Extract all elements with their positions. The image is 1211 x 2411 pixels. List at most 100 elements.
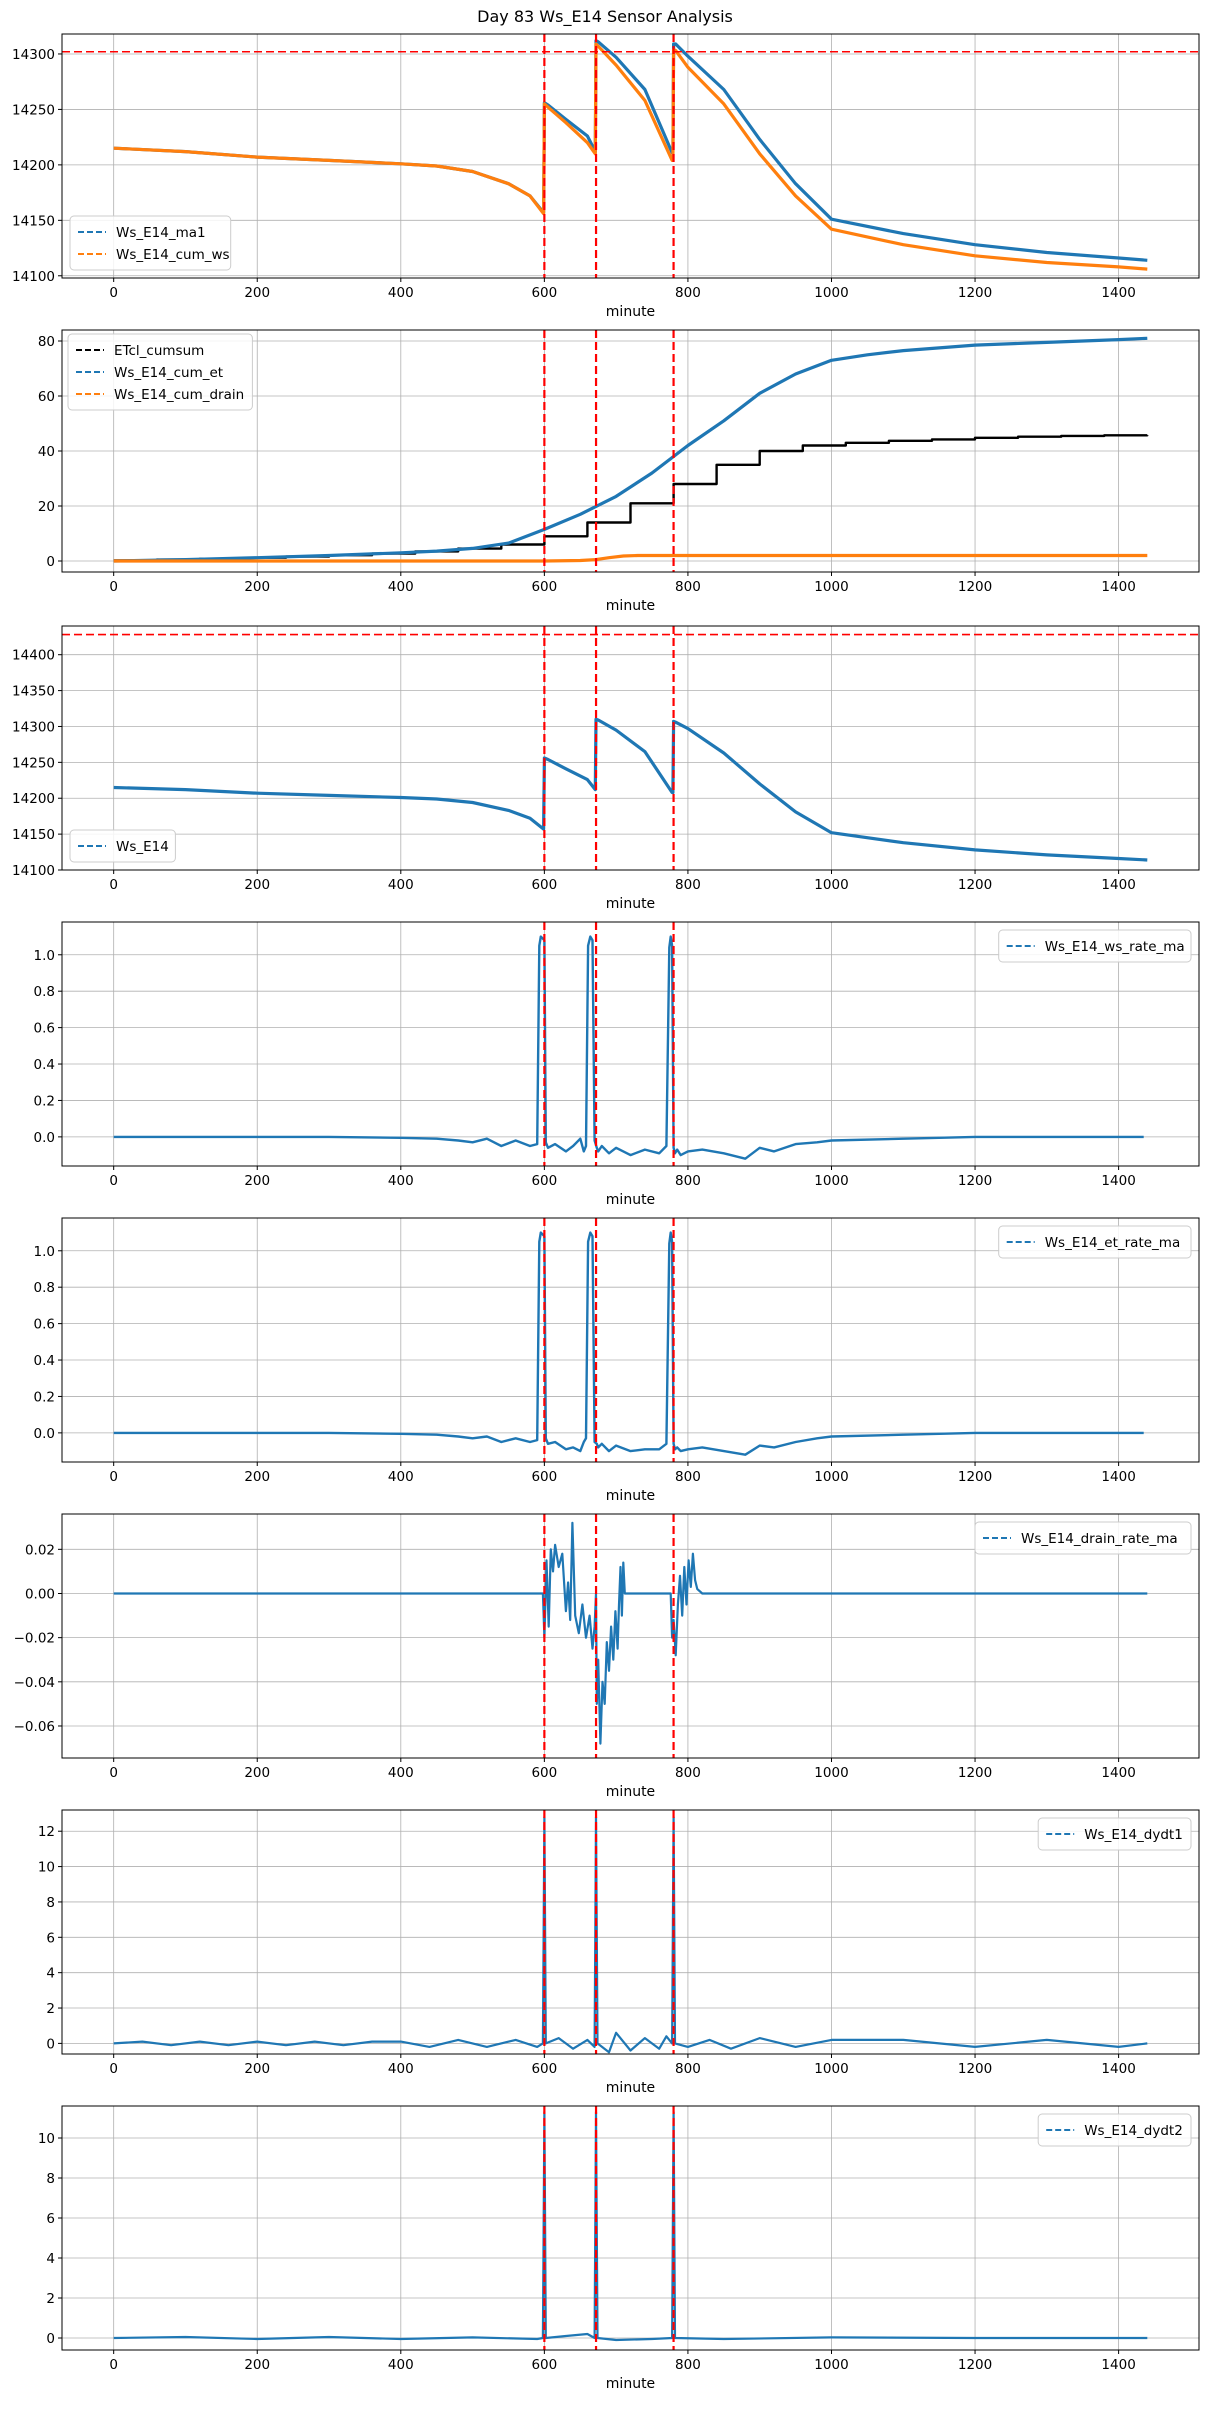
reference-lines bbox=[543, 1810, 675, 2054]
x-axis-label: minute bbox=[606, 304, 655, 320]
legend: Ws_E14_dydt1 bbox=[1037, 1817, 1192, 1851]
series-line-Ws_E14 bbox=[113, 717, 1148, 862]
legend-label: Ws_E14_ws_rate_ma bbox=[1045, 939, 1185, 955]
y-tick-label: 1.0 bbox=[34, 1244, 55, 1260]
x-tick-label: 0 bbox=[109, 877, 118, 893]
x-tick-label: 800 bbox=[675, 2357, 701, 2373]
axes-frame bbox=[61, 1809, 1200, 2055]
y-tick-label: 6 bbox=[46, 1930, 55, 1946]
x-tick-label: 200 bbox=[244, 1469, 270, 1485]
legend-label: Ws_E14 bbox=[116, 839, 169, 855]
x-tick-label: 800 bbox=[675, 285, 701, 301]
y-tick-label: 0 bbox=[46, 2036, 55, 2052]
x-axis-label: minute bbox=[606, 598, 655, 614]
y-tick-label: 10 bbox=[38, 2131, 55, 2147]
axes-frame bbox=[61, 2105, 1200, 2351]
legend: Ws_E14_et_rate_ma bbox=[998, 1225, 1192, 1259]
legend-label: Ws_E14_cum_ws bbox=[116, 247, 230, 263]
legend: ETcl_cumsum Ws_E14_cum_et Ws_E14_cum_drain bbox=[67, 333, 253, 411]
y-tick-label: 0.0 bbox=[34, 1426, 55, 1442]
y-tick-label: 80 bbox=[38, 334, 55, 350]
y-tick-label: 14150 bbox=[12, 213, 55, 229]
x-tick-label: 600 bbox=[531, 285, 557, 301]
legend-label: Ws_E14_dydt2 bbox=[1084, 2123, 1183, 2139]
x-tick-label: 400 bbox=[388, 2061, 414, 2077]
y-tick-label: 14250 bbox=[12, 755, 55, 771]
legend-box bbox=[69, 215, 232, 271]
x-axis-label: minute bbox=[606, 2376, 655, 2392]
subplot-6: 0 200 400 600 800 1000 1200 1400 −0.06 −0.04 −0.02… bbox=[14, 1513, 1200, 1800]
x-tick-label: 1400 bbox=[1101, 579, 1135, 595]
series-line-Ws_E14_cum_et bbox=[113, 336, 1148, 563]
x-tick-label: 400 bbox=[388, 1765, 414, 1781]
series-group bbox=[113, 1231, 1144, 1456]
x-tick-label: 0 bbox=[109, 2061, 118, 2077]
x-tick-label: 600 bbox=[531, 1765, 557, 1781]
legend-label: Ws_E14_cum_et bbox=[114, 365, 223, 381]
x-tick-label: 1000 bbox=[814, 1469, 848, 1485]
x-tick-label: 200 bbox=[244, 2061, 270, 2077]
y-tick-label: 8 bbox=[46, 2171, 55, 2187]
series-group bbox=[113, 935, 1144, 1160]
reference-lines bbox=[543, 922, 675, 1166]
legend-box bbox=[998, 1225, 1192, 1259]
y-tick-label: 4 bbox=[46, 1966, 55, 1982]
x-tick-label: 1400 bbox=[1101, 1173, 1135, 1189]
x-tick-label: 0 bbox=[109, 1173, 118, 1189]
y-tick-label: 0.00 bbox=[25, 1586, 55, 1602]
series-line-Ws_E14_cum_ws bbox=[113, 42, 1148, 271]
x-tick-label: 600 bbox=[531, 2357, 557, 2373]
reference-lines bbox=[543, 1218, 675, 1462]
axes-frame bbox=[61, 1513, 1200, 1759]
x-tick-label: 1400 bbox=[1101, 1469, 1135, 1485]
x-tick-label: 600 bbox=[531, 2061, 557, 2077]
x-tick-label: 400 bbox=[388, 1173, 414, 1189]
x-tick-label: 1200 bbox=[958, 285, 992, 301]
x-tick-label: 800 bbox=[675, 1173, 701, 1189]
y-tick-label: 8 bbox=[46, 1895, 55, 1911]
subplot-3: 0 200 400 600 800 1000 1200 1400 14100 14150 14200… bbox=[12, 625, 1200, 912]
y-tick-label: 14150 bbox=[12, 827, 55, 843]
subplot-2: 0 200 400 600 800 1000 1200 1400 0 20 40 60 80 minute… bbox=[38, 329, 1200, 614]
x-tick-label: 1000 bbox=[814, 579, 848, 595]
figure-title: Day 83 Ws_E14 Sensor Analysis bbox=[477, 7, 733, 27]
x-axis-label: minute bbox=[606, 1192, 655, 1208]
y-tick-label: 10 bbox=[38, 1860, 55, 1876]
y-tick-label: 14400 bbox=[12, 648, 55, 664]
x-tick-label: 1200 bbox=[958, 1765, 992, 1781]
y-tick-label: 0.4 bbox=[34, 1057, 55, 1073]
subplot-1: 0 200 400 600 800 1000 1200 1400 14100 14150 14200… bbox=[12, 33, 1200, 320]
legend-label: Ws_E14_et_rate_ma bbox=[1045, 1235, 1181, 1251]
x-tick-label: 1400 bbox=[1101, 877, 1135, 893]
x-tick-label: 200 bbox=[244, 579, 270, 595]
y-tick-label: 0.8 bbox=[34, 1280, 55, 1296]
reference-lines bbox=[62, 34, 1199, 278]
legend-box bbox=[1037, 1817, 1192, 1851]
grid bbox=[62, 1810, 1199, 2054]
x-tick-label: 600 bbox=[531, 1469, 557, 1485]
x-tick-label: 1400 bbox=[1101, 2061, 1135, 2077]
subplot-5: 0 200 400 600 800 1000 1200 1400 0.0 0.2 0.4 0.6 0.8… bbox=[34, 1217, 1200, 1504]
x-tick-label: 1000 bbox=[814, 2357, 848, 2373]
x-tick-label: 1400 bbox=[1101, 1765, 1135, 1781]
x-axis-label: minute bbox=[606, 896, 655, 912]
x-tick-label: 200 bbox=[244, 285, 270, 301]
x-tick-label: 0 bbox=[109, 1765, 118, 1781]
series-group bbox=[113, 1815, 1148, 2054]
reference-lines bbox=[62, 626, 1199, 870]
x-tick-label: 800 bbox=[675, 1469, 701, 1485]
y-tick-label: 14100 bbox=[12, 269, 55, 285]
subplot-7: 0 200 400 600 800 1000 1200 1400 0 2 4 6 8 10 12 minute… bbox=[38, 1809, 1200, 2096]
legend: Ws_E14_dydt2 bbox=[1037, 2113, 1192, 2147]
x-tick-label: 200 bbox=[244, 1765, 270, 1781]
x-tick-label: 1200 bbox=[958, 877, 992, 893]
x-tick-label: 600 bbox=[531, 579, 557, 595]
grid bbox=[62, 922, 1199, 1166]
legend-box bbox=[998, 929, 1192, 963]
y-tick-label: 20 bbox=[38, 499, 55, 515]
x-tick-label: 0 bbox=[109, 579, 118, 595]
x-tick-label: 400 bbox=[388, 285, 414, 301]
x-tick-label: 1400 bbox=[1101, 285, 1135, 301]
series-group bbox=[113, 336, 1149, 563]
x-tick-label: 600 bbox=[531, 1173, 557, 1189]
